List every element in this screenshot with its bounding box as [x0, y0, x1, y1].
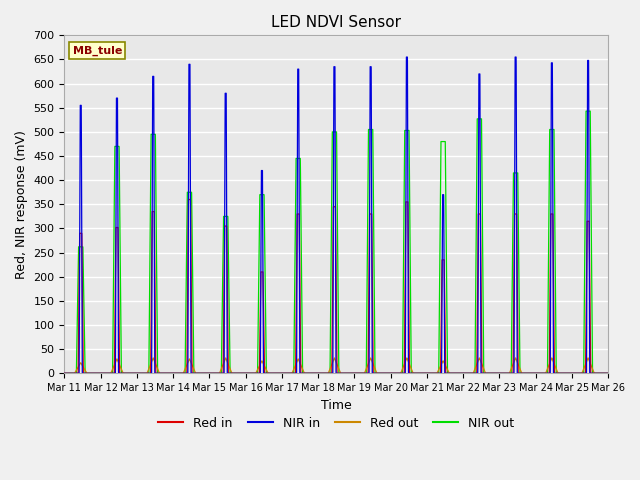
Legend: Red in, NIR in, Red out, NIR out: Red in, NIR in, Red out, NIR out [153, 412, 519, 435]
Y-axis label: Red, NIR response (mV): Red, NIR response (mV) [15, 130, 28, 279]
Title: LED NDVI Sensor: LED NDVI Sensor [271, 15, 401, 30]
Text: MB_tule: MB_tule [72, 46, 122, 56]
X-axis label: Time: Time [321, 398, 351, 412]
